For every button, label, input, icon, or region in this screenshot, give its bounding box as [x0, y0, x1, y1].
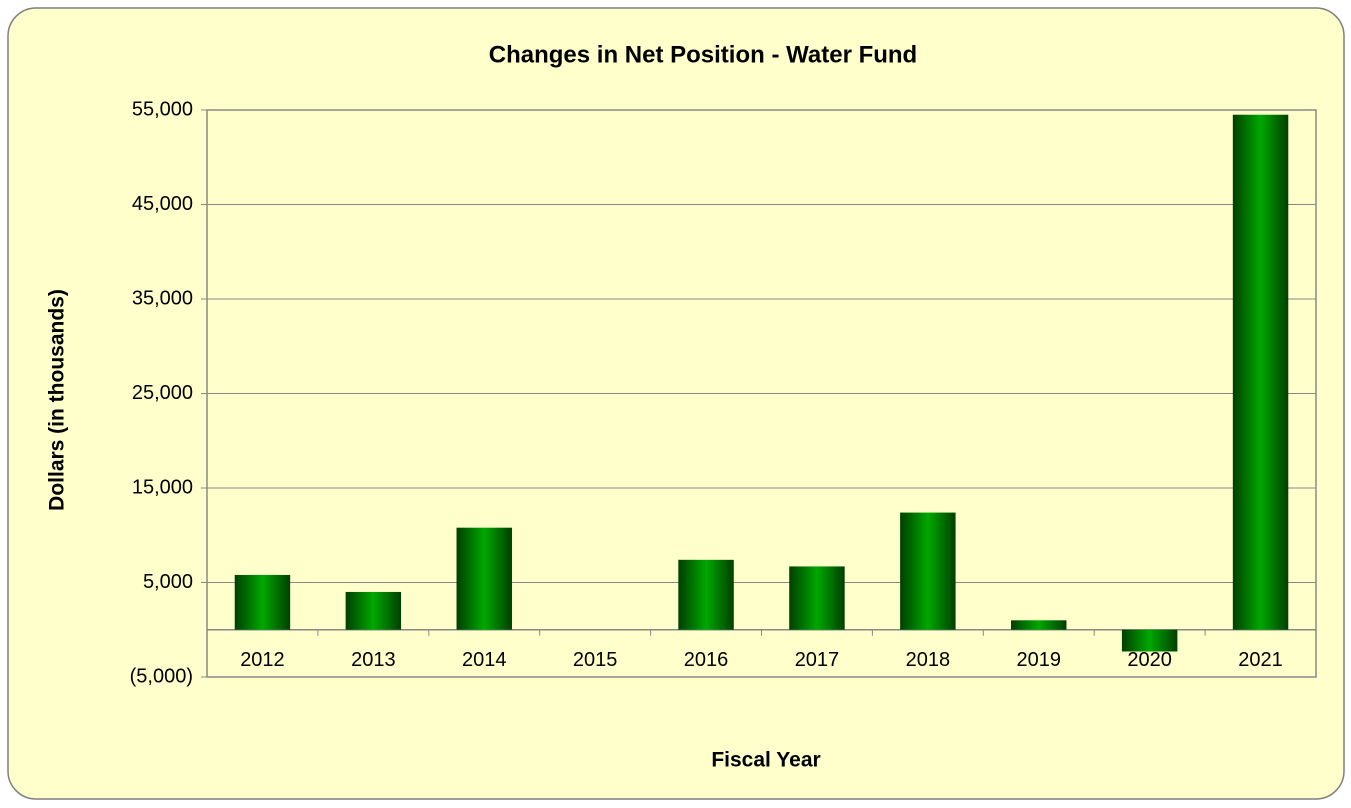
x-tick-label: 2021: [1238, 649, 1283, 671]
bar: [345, 591, 402, 630]
x-tick-label: 2019: [1017, 649, 1062, 671]
y-axis-label: Dollars (in thousands): [46, 289, 69, 511]
x-tick-label: 2014: [462, 649, 507, 671]
bar: [789, 566, 845, 630]
x-tick-label: 2015: [573, 649, 618, 671]
chart-frame: [7, 7, 1345, 800]
x-tick-label: 2020: [1127, 649, 1172, 671]
bar: [456, 527, 512, 630]
bar: [900, 512, 956, 630]
bar: [1232, 114, 1289, 630]
y-tick-label: (5,000): [130, 665, 193, 687]
x-axis-label: Fiscal Year: [711, 749, 820, 772]
y-tick-label: 25,000: [132, 382, 193, 404]
y-tick-label: 45,000: [132, 193, 193, 215]
x-tick-label: 2013: [351, 649, 396, 671]
x-tick-label: 2018: [906, 649, 951, 671]
x-tick-label: 2016: [684, 649, 729, 671]
bar: [234, 574, 291, 630]
bar: [1121, 629, 1178, 652]
y-tick-label: 55,000: [132, 98, 193, 120]
x-tick-label: 2017: [795, 649, 840, 671]
y-tick-label: 15,000: [132, 476, 193, 498]
x-tick-label: 2012: [240, 649, 285, 671]
bar: [1011, 620, 1067, 630]
y-tick-label: 5,000: [143, 571, 193, 593]
bar: [678, 559, 734, 630]
chart-title: Changes in Net Position - Water Fund: [489, 41, 917, 68]
y-tick-label: 35,000: [132, 287, 193, 309]
